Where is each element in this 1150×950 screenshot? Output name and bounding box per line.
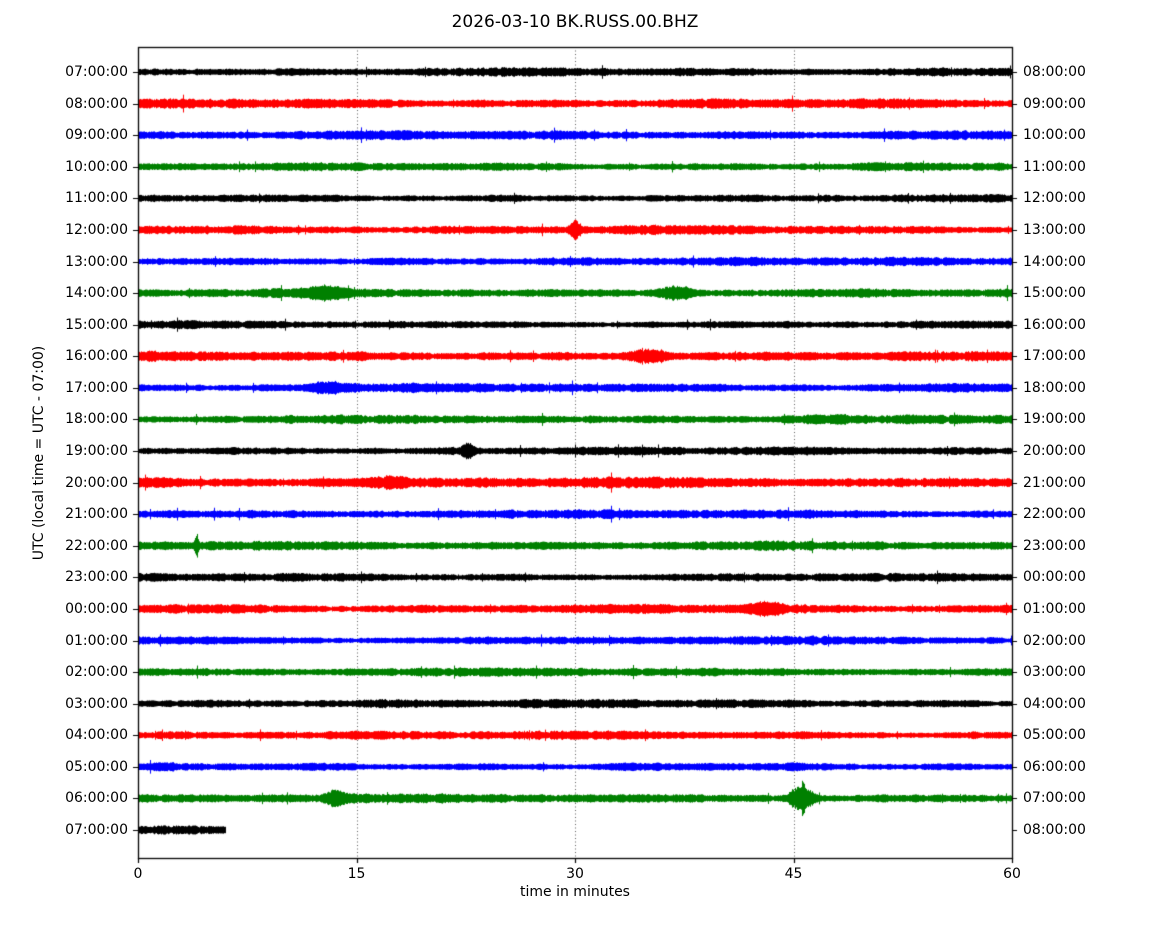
right-time-label: 22:00:00 (1023, 506, 1086, 523)
left-time-label: 12:00:00 (65, 221, 128, 238)
left-time-label: 08:00:00 (65, 95, 128, 112)
x-tick-label: 45 (784, 866, 803, 882)
left-time-label: 07:00:00 (65, 64, 128, 80)
right-time-label: 18:00:00 (1023, 379, 1086, 396)
right-time-label: 14:00:00 (1023, 253, 1086, 270)
left-time-label: 18:00:00 (65, 411, 128, 428)
left-time-label: 20:00:00 (65, 474, 128, 491)
left-time-label: 01:00:00 (65, 632, 128, 649)
right-time-label: 05:00:00 (1023, 727, 1086, 744)
left-time-label: 11:00:00 (65, 190, 128, 207)
right-time-label: 13:00:00 (1023, 221, 1086, 238)
right-time-label: 12:00:00 (1023, 190, 1086, 207)
left-time-label: 04:00:00 (65, 727, 128, 744)
left-time-label: 03:00:00 (65, 695, 128, 712)
left-time-label: 16:00:00 (65, 348, 128, 365)
right-time-label: 02:00:00 (1023, 632, 1086, 649)
x-tick-label: 0 (133, 866, 143, 882)
right-time-label: 01:00:00 (1023, 600, 1086, 617)
right-time-label: 03:00:00 (1023, 664, 1086, 681)
right-time-label: 10:00:00 (1023, 127, 1086, 144)
right-time-label: 21:00:00 (1023, 474, 1086, 491)
left-time-label: 02:00:00 (65, 664, 128, 681)
right-time-label: 16:00:00 (1023, 316, 1086, 333)
x-tick-label: 60 (1003, 866, 1021, 882)
left-time-label: 06:00:00 (65, 790, 128, 807)
right-time-label: 09:00:00 (1023, 95, 1086, 112)
left-time-label: 14:00:00 (65, 285, 128, 302)
left-time-label: 22:00:00 (65, 537, 128, 554)
left-time-label: 15:00:00 (65, 316, 128, 333)
right-time-label: 04:00:00 (1023, 695, 1086, 712)
left-time-label: 07:00:00 (65, 822, 128, 838)
left-time-label: 10:00:00 (65, 158, 128, 175)
x-tick-label: 15 (347, 866, 366, 882)
left-time-label: 17:00:00 (65, 379, 128, 396)
right-time-label: 00:00:00 (1023, 569, 1086, 586)
right-time-label: 08:00:00 (1023, 64, 1086, 80)
left-time-label: 23:00:00 (65, 569, 128, 586)
left-time-label: 19:00:00 (65, 443, 128, 459)
right-time-label: 23:00:00 (1023, 537, 1086, 554)
right-time-label: 07:00:00 (1023, 790, 1086, 807)
right-time-label: 19:00:00 (1023, 411, 1086, 428)
left-time-label: 21:00:00 (65, 506, 128, 523)
right-time-label: 08:00:00 (1023, 822, 1086, 838)
right-time-label: 20:00:00 (1023, 443, 1086, 459)
left-time-label: 09:00:00 (65, 127, 128, 144)
right-time-label: 15:00:00 (1023, 285, 1086, 302)
right-time-label: 11:00:00 (1023, 158, 1086, 175)
right-time-label: 17:00:00 (1023, 348, 1086, 365)
left-time-label: 13:00:00 (65, 253, 128, 270)
x-tick-label: 30 (566, 866, 584, 882)
right-time-label: 06:00:00 (1023, 758, 1086, 775)
x-axis-label: time in minutes (520, 884, 630, 900)
left-time-label: 00:00:00 (65, 600, 128, 617)
left-time-label: 05:00:00 (65, 758, 128, 775)
